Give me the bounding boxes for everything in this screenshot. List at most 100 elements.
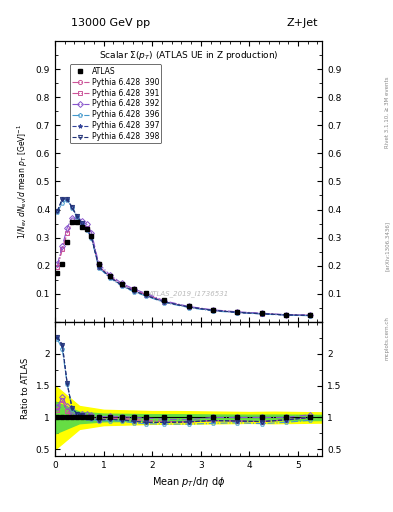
Pythia 6.428  391 bbox=[60, 246, 65, 252]
X-axis label: Mean $p_T$/d$\eta$ d$\phi$: Mean $p_T$/d$\eta$ d$\phi$ bbox=[152, 475, 225, 489]
Pythia 6.428  398 bbox=[259, 311, 264, 317]
ATLAS bbox=[84, 226, 89, 232]
Pythia 6.428  390 bbox=[70, 219, 74, 225]
Pythia 6.428  390 bbox=[211, 307, 215, 313]
Pythia 6.428  398 bbox=[132, 288, 136, 294]
Pythia 6.428  390 bbox=[75, 219, 79, 225]
Pythia 6.428  397 bbox=[162, 299, 167, 305]
Pythia 6.428  396 bbox=[75, 214, 79, 220]
Pythia 6.428  392 bbox=[60, 243, 65, 249]
Pythia 6.428  392 bbox=[132, 286, 136, 292]
Pythia 6.428  390 bbox=[132, 287, 136, 293]
Text: 13000 GeV pp: 13000 GeV pp bbox=[71, 18, 150, 28]
Pythia 6.428  396 bbox=[235, 310, 240, 316]
Pythia 6.428  391 bbox=[186, 304, 191, 310]
ATLAS bbox=[65, 239, 70, 245]
Pythia 6.428  390 bbox=[89, 233, 94, 239]
ATLAS bbox=[96, 261, 101, 267]
ATLAS bbox=[162, 297, 167, 303]
ATLAS bbox=[259, 310, 264, 316]
Pythia 6.428  390 bbox=[65, 230, 70, 237]
Pythia 6.428  397 bbox=[308, 312, 312, 318]
Pythia 6.428  390 bbox=[235, 309, 240, 315]
ATLAS bbox=[79, 224, 84, 230]
Pythia 6.428  397 bbox=[107, 274, 112, 280]
Pythia 6.428  396 bbox=[60, 200, 65, 206]
Pythia 6.428  398 bbox=[186, 304, 191, 310]
Pythia 6.428  397 bbox=[259, 311, 264, 317]
Text: Scalar $\Sigma(p_T)$ (ATLAS UE in Z production): Scalar $\Sigma(p_T)$ (ATLAS UE in Z prod… bbox=[99, 49, 278, 62]
ATLAS bbox=[283, 311, 288, 317]
Pythia 6.428  391 bbox=[308, 312, 312, 318]
Line: ATLAS: ATLAS bbox=[55, 220, 312, 318]
Pythia 6.428  397 bbox=[55, 208, 60, 214]
Pythia 6.428  396 bbox=[96, 265, 101, 271]
Pythia 6.428  391 bbox=[119, 282, 124, 288]
Pythia 6.428  391 bbox=[259, 311, 264, 317]
Pythia 6.428  392 bbox=[96, 261, 101, 267]
Pythia 6.428  392 bbox=[259, 310, 264, 316]
Pythia 6.428  392 bbox=[65, 225, 70, 231]
ATLAS bbox=[75, 219, 79, 225]
Pythia 6.428  397 bbox=[96, 264, 101, 270]
Pythia 6.428  396 bbox=[211, 308, 215, 314]
Pythia 6.428  398 bbox=[75, 213, 79, 219]
Pythia 6.428  390 bbox=[96, 264, 101, 270]
Pythia 6.428  390 bbox=[186, 304, 191, 310]
Pythia 6.428  391 bbox=[75, 219, 79, 225]
Pythia 6.428  396 bbox=[132, 289, 136, 295]
ATLAS bbox=[144, 290, 149, 296]
Line: Pythia 6.428  398: Pythia 6.428 398 bbox=[55, 197, 312, 317]
Pythia 6.428  397 bbox=[132, 288, 136, 294]
Pythia 6.428  392 bbox=[75, 216, 79, 222]
Pythia 6.428  398 bbox=[60, 196, 65, 202]
Pythia 6.428  397 bbox=[75, 213, 79, 219]
Pythia 6.428  392 bbox=[89, 229, 94, 236]
Pythia 6.428  396 bbox=[79, 221, 84, 227]
Pythia 6.428  392 bbox=[119, 281, 124, 287]
Pythia 6.428  398 bbox=[211, 307, 215, 313]
Pythia 6.428  396 bbox=[84, 227, 89, 233]
Pythia 6.428  390 bbox=[119, 282, 124, 288]
Pythia 6.428  396 bbox=[144, 293, 149, 299]
Pythia 6.428  398 bbox=[162, 299, 167, 305]
Pythia 6.428  390 bbox=[308, 312, 312, 318]
Pythia 6.428  397 bbox=[119, 282, 124, 288]
Pythia 6.428  396 bbox=[55, 209, 60, 216]
ATLAS bbox=[308, 312, 312, 318]
Pythia 6.428  396 bbox=[70, 205, 74, 211]
Pythia 6.428  390 bbox=[60, 246, 65, 252]
Pythia 6.428  392 bbox=[84, 221, 89, 227]
Pythia 6.428  398 bbox=[65, 196, 70, 202]
Pythia 6.428  396 bbox=[119, 283, 124, 289]
ATLAS bbox=[119, 281, 124, 287]
ATLAS bbox=[60, 261, 65, 267]
Pythia 6.428  391 bbox=[65, 230, 70, 237]
Pythia 6.428  398 bbox=[119, 282, 124, 288]
ATLAS bbox=[70, 219, 74, 225]
Pythia 6.428  397 bbox=[70, 204, 74, 210]
Pythia 6.428  392 bbox=[55, 261, 60, 267]
Pythia 6.428  392 bbox=[79, 218, 84, 224]
Pythia 6.428  396 bbox=[65, 197, 70, 203]
ATLAS bbox=[107, 272, 112, 279]
Pythia 6.428  396 bbox=[107, 275, 112, 281]
Legend: ATLAS, Pythia 6.428  390, Pythia 6.428  391, Pythia 6.428  392, Pythia 6.428  39: ATLAS, Pythia 6.428 390, Pythia 6.428 39… bbox=[70, 65, 162, 143]
Pythia 6.428  392 bbox=[235, 309, 240, 315]
Pythia 6.428  397 bbox=[144, 292, 149, 298]
Pythia 6.428  391 bbox=[55, 264, 60, 270]
Pythia 6.428  398 bbox=[308, 312, 312, 318]
Pythia 6.428  397 bbox=[65, 196, 70, 202]
Pythia 6.428  391 bbox=[235, 309, 240, 315]
Pythia 6.428  391 bbox=[283, 312, 288, 318]
Pythia 6.428  392 bbox=[308, 312, 312, 318]
Pythia 6.428  398 bbox=[144, 292, 149, 298]
Pythia 6.428  398 bbox=[79, 220, 84, 226]
Pythia 6.428  392 bbox=[70, 215, 74, 221]
Pythia 6.428  398 bbox=[84, 226, 89, 232]
Pythia 6.428  398 bbox=[89, 234, 94, 240]
Pythia 6.428  390 bbox=[162, 298, 167, 305]
Pythia 6.428  391 bbox=[70, 219, 74, 225]
Pythia 6.428  391 bbox=[132, 287, 136, 293]
Pythia 6.428  392 bbox=[162, 298, 167, 304]
